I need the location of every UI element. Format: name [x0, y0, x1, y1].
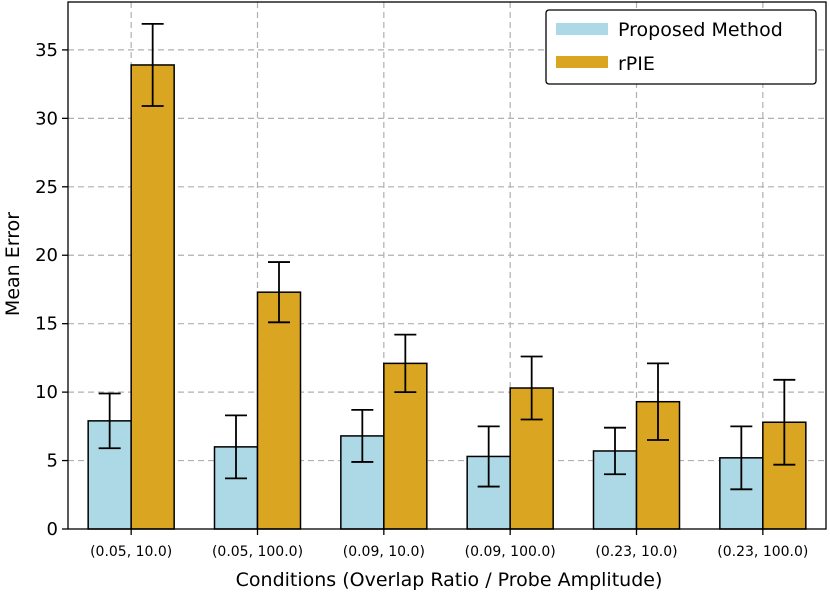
y-axis-label: Mean Error: [2, 212, 24, 316]
x-tick-label: (0.05, 100.0): [212, 544, 303, 560]
legend-label-rpie: rPIE: [618, 53, 655, 75]
tick-labels: 0 5 10 15 20 25 30 35 (0.05, 10.0) (0.05, 100.0) (…: [35, 40, 808, 560]
plot-frame: [67, 1, 827, 530]
legend-label-proposed-method: Proposed Method: [618, 19, 783, 41]
y-tick-label: 20: [35, 245, 58, 266]
y-tick-label: 35: [35, 40, 58, 61]
y-tick-label: 15: [35, 314, 58, 335]
legend: Proposed Method rPIE: [545, 9, 817, 85]
bars: [87, 64, 807, 530]
x-tick-label: (0.23, 100.0): [717, 544, 808, 560]
x-tick-label: (0.09, 10.0): [343, 544, 425, 560]
error-bars: [98, 23, 796, 491]
bar-rpie: [130, 64, 175, 530]
x-axis-label: Conditions (Overlap Ratio / Probe Amplit…: [236, 569, 663, 591]
x-tick-label: (0.05, 10.0): [90, 544, 172, 560]
legend-swatch-proposed-method: [556, 23, 608, 35]
y-tick-label: 0: [47, 519, 58, 540]
y-tick-label: 5: [47, 451, 58, 472]
y-tick-label: 10: [35, 382, 58, 403]
x-tick-label: (0.23, 10.0): [595, 544, 677, 560]
x-tick-label: (0.09, 100.0): [465, 544, 556, 560]
y-tick-label: 25: [35, 177, 58, 198]
bar-rpie: [256, 291, 302, 530]
axes: [62, 1, 827, 535]
y-tick-label: 30: [35, 108, 58, 129]
legend-swatch-rpie: [556, 56, 608, 68]
legend-box: [545, 9, 817, 85]
